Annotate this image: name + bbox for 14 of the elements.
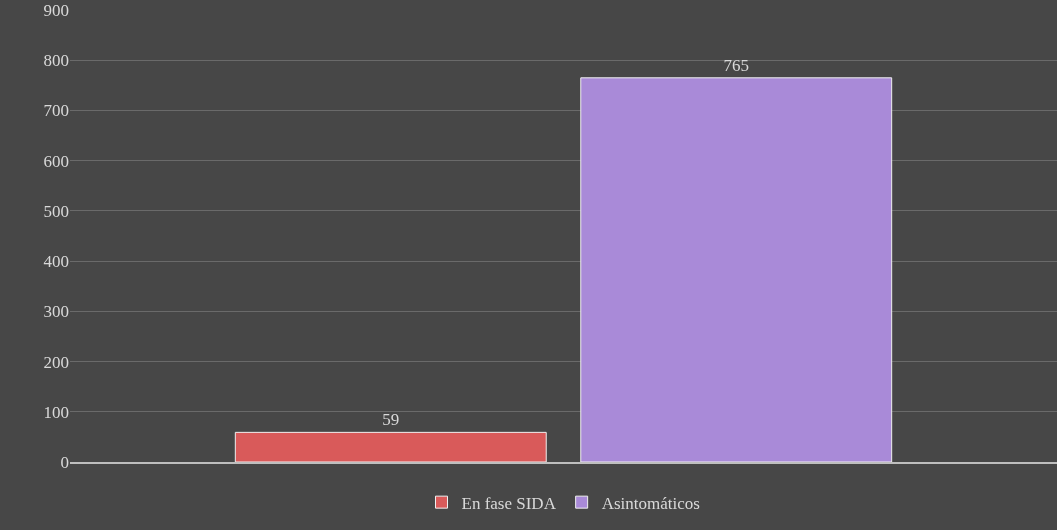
- y-tick-label: 900: [43, 0, 69, 20]
- data-label: 59: [382, 410, 400, 430]
- legend-label: En fase SIDA: [461, 493, 557, 513]
- legend-label: Asintomáticos: [601, 493, 700, 513]
- y-tick-label: 300: [43, 302, 69, 322]
- y-tick-label: 600: [43, 151, 69, 171]
- y-tick-label: 0: [60, 452, 69, 472]
- y-tick-label: 500: [43, 201, 69, 221]
- y-tick-label: 100: [43, 402, 69, 422]
- y-tick-label: 700: [43, 101, 69, 121]
- y-tick-label: 800: [43, 51, 69, 71]
- y-tick-label: 200: [43, 352, 69, 372]
- data-label: 765: [723, 55, 749, 75]
- y-tick-label: 400: [43, 252, 69, 272]
